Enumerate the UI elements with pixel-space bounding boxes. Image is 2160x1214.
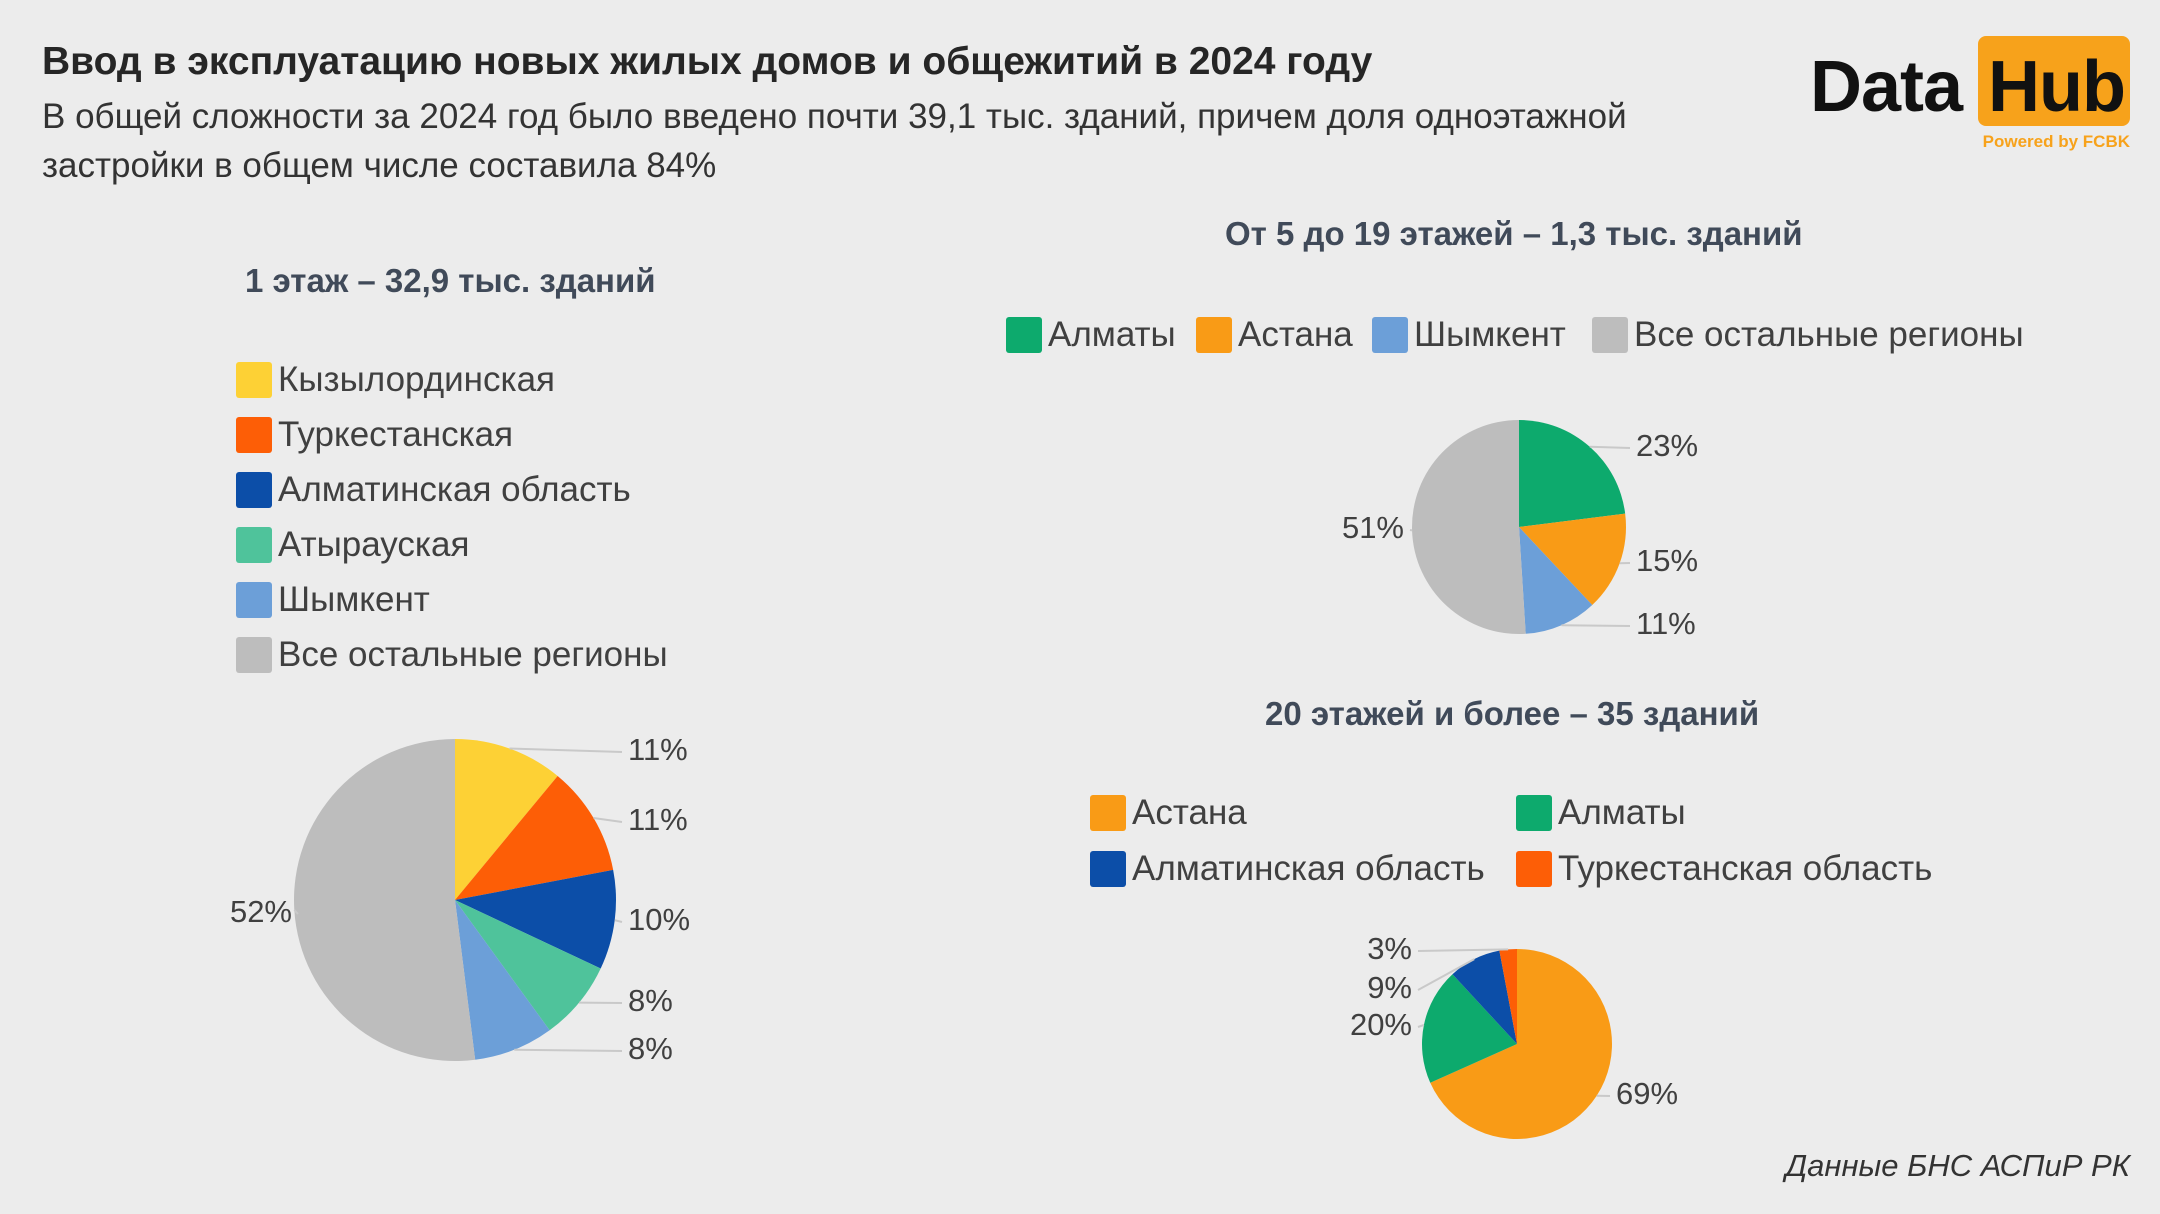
chart2-value-label: 15% — [1636, 543, 1698, 578]
chart2-slice-все-остальные-регионы — [1411, 420, 1526, 634]
chart1-legend-swatch — [236, 582, 272, 618]
chart3-legend-label: Астана — [1132, 793, 1247, 832]
chart1-value-label: 11% — [628, 732, 688, 767]
chart2-legend-swatch — [1372, 317, 1408, 353]
chart2-legend-label: Алматы — [1048, 315, 1176, 354]
page-subtitle: В общей сложности за 2024 год было введе… — [42, 97, 1627, 185]
chart1-legend: Кызылординская Туркестанская Алматинская о… — [236, 360, 756, 682]
logo-hub-box: Hub — [1978, 36, 2130, 127]
chart2-slice-шымкент — [1519, 527, 1593, 634]
chart3-legend-swatch — [1516, 795, 1552, 831]
chart1-leader-line — [293, 909, 299, 915]
chart1-legend-label: Все остальные регионы — [278, 635, 668, 674]
chart2-legend-label: Астана — [1238, 315, 1353, 354]
chart1-legend-swatch — [236, 417, 272, 453]
chart3-leader-line — [1417, 948, 1509, 952]
chart1-legend-label: Кызылординская — [278, 360, 555, 399]
chart2-legend-swatch — [1196, 317, 1232, 353]
chart1-slice-шымкент — [455, 900, 550, 1060]
chart3-legend-swatch — [1516, 851, 1552, 887]
chart2-legend-swatch — [1592, 317, 1628, 353]
chart3-value-label: 20% — [1350, 1007, 1412, 1042]
chart3-legend-label: Алматы — [1558, 793, 1686, 832]
chart3-value-label: 9% — [1367, 970, 1412, 1005]
chart1-legend-swatch — [236, 362, 272, 398]
chart1-slice-все-остальные-регионы — [294, 739, 476, 1061]
chart3-slice-туркестанская-область — [1499, 949, 1517, 1044]
chart3-legend: Астана Алматы Алматинская область Туркестан… — [1090, 793, 1990, 895]
chart2-slice-астана — [1519, 513, 1626, 605]
chart1-leader-line — [614, 919, 623, 923]
chart3-value-label: 3% — [1367, 931, 1412, 966]
chart2-slice-алматы — [1519, 420, 1626, 527]
chart2-legend-label: Шымкент — [1414, 315, 1566, 354]
chart1-legend-label: Алматинская область — [278, 470, 631, 509]
chart2-title: От 5 до 19 этажей – 1,3 тыс. зданий — [1225, 215, 1803, 252]
chart1-leader-line — [593, 817, 623, 823]
chart2-value-label: 51% — [1342, 510, 1404, 545]
logo-tagline: Powered by FCBK — [1982, 132, 2130, 151]
chart3-legend-swatch — [1090, 851, 1126, 887]
chart1-slice-кызылординская — [455, 739, 558, 900]
chart1-slice-атырауская — [455, 900, 601, 1031]
chart1-legend-label: Атырауская — [278, 525, 470, 564]
chart2-value-label: 11% — [1636, 606, 1696, 641]
chart1-value-label: 8% — [628, 983, 673, 1018]
source-note: Данные БНС АСПиР РК — [1785, 1148, 2130, 1183]
chart1-pie: 11% 11% 10% 8% 8% 52% — [230, 732, 690, 1066]
chart3-pie: 69% 20%9% 3% — [1350, 931, 1678, 1139]
chart1-legend-swatch — [236, 472, 272, 508]
chart2-legend: Алматы Астана Шымкент Все остальные регионы — [1006, 315, 2106, 361]
chart3-leader-line — [1417, 1023, 1425, 1028]
chart1-slice-туркестанская — [455, 775, 614, 900]
chart1-title: 1 этаж – 32,9 тыс. зданий — [245, 262, 656, 299]
chart3-legend-label: Туркестанская область — [1558, 849, 1933, 888]
chart1-leader-line — [509, 747, 623, 753]
chart3-slice-алматы — [1422, 974, 1517, 1083]
chart1-value-label: 8% — [628, 1031, 673, 1066]
chart3-title: 20 этажей и более – 35 зданий — [1265, 695, 1760, 732]
chart3-legend-label: Алматинская область — [1132, 849, 1485, 888]
chart2-legend-label: Все остальные регионы — [1634, 315, 2024, 354]
chart1-legend-label: Шымкент — [278, 580, 430, 619]
chart2-leader-line — [1561, 624, 1631, 627]
chart2-pie: 23% 15% 11% 51% — [1342, 420, 1698, 641]
chart3-value-label: 69% — [1616, 1076, 1678, 1111]
chart3-legend-swatch — [1090, 795, 1126, 831]
chart1-slice-алматинская-область — [455, 869, 616, 969]
chart2-leader-line — [1589, 445, 1631, 449]
data-hub-logo: Data Hub Powered by FCBK — [1810, 36, 2130, 154]
logo-word-data: Data — [1810, 47, 1963, 127]
chart1-legend-swatch — [236, 637, 272, 673]
chart3-slice-астана — [1430, 949, 1612, 1139]
page-title: Ввод в эксплуатацию новых жилых домов и … — [42, 40, 1373, 83]
chart1-legend-label: Туркестанская — [278, 415, 514, 454]
chart2-legend-swatch — [1006, 317, 1042, 353]
chart1-leader-line — [514, 1048, 623, 1052]
logo-word-hub: Hub — [1988, 47, 2126, 127]
chart1-legend-swatch — [236, 527, 272, 563]
chart1-value-label: 52% — [230, 894, 292, 929]
chart3-leader-line — [1417, 958, 1475, 991]
chart2-value-label: 23% — [1636, 428, 1698, 463]
chart1-value-label: 11% — [628, 802, 688, 837]
chart3-slice-алматинская-область — [1452, 950, 1517, 1044]
chart1-value-label: 10% — [628, 902, 690, 937]
